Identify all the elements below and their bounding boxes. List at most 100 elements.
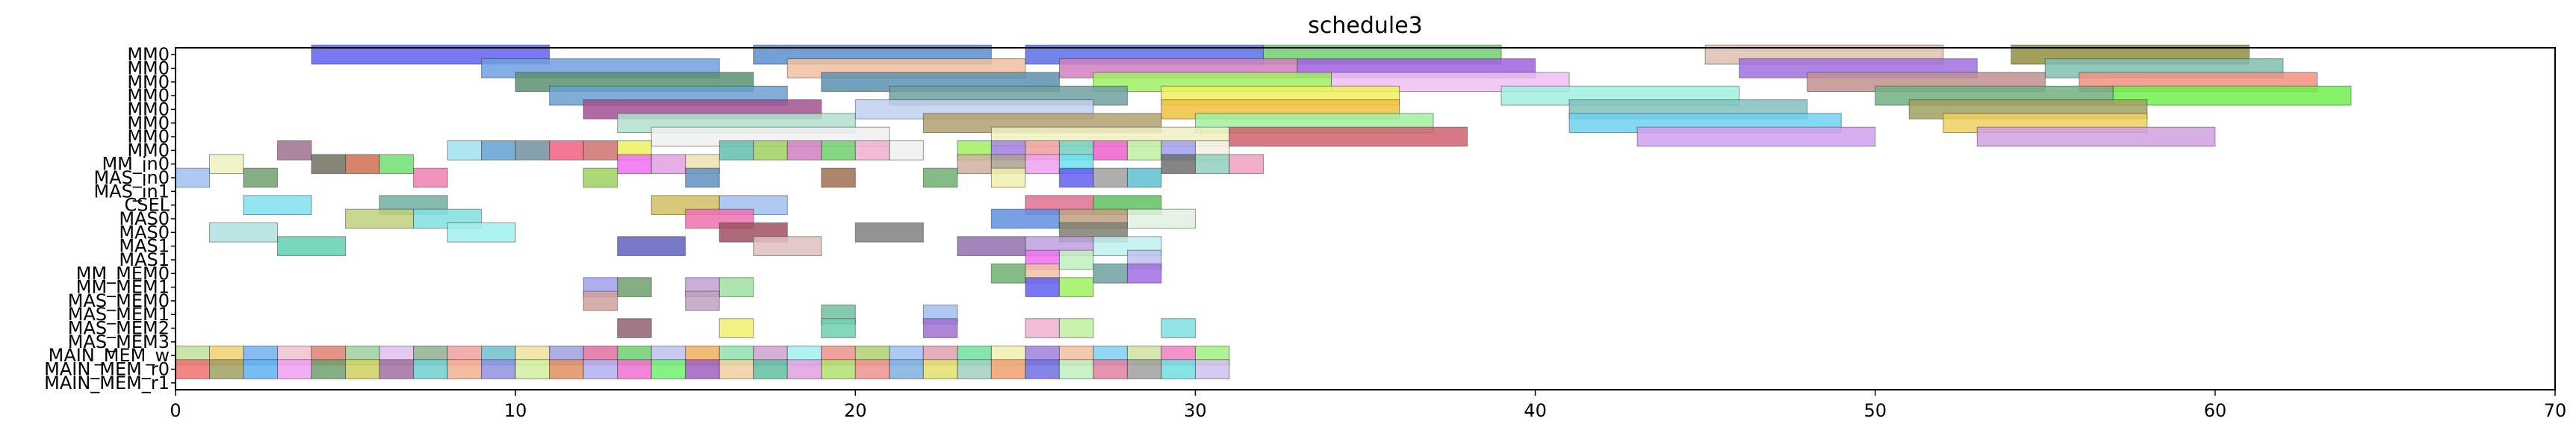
row-label: MM0 [127,44,170,65]
task-bar [515,140,550,161]
task-bar [1161,318,1196,338]
row-label: CSEL [124,195,170,216]
task-bar [345,154,380,175]
task-bar [617,359,652,379]
x-tick-label: 0 [170,400,181,421]
x-tick-label: 40 [1524,400,1547,421]
task-bar [719,140,754,161]
task-bar [854,140,890,161]
task-bar [277,359,312,379]
task-bar [583,290,618,311]
task-bars [175,44,2352,379]
task-bar [719,277,754,297]
task-bar [413,167,448,188]
task-bar [1229,126,1468,147]
task-bar [413,359,448,379]
task-bar [209,359,244,379]
task-bar [1194,359,1230,379]
task-bar [821,359,856,379]
task-bar [786,359,822,379]
task-bar [854,222,924,243]
task-bar [311,359,347,379]
x-tick-label: 30 [1184,400,1207,421]
task-bar [1194,154,1230,175]
task-bar [1161,154,1196,175]
task-bar [617,236,686,256]
task-bar [175,359,211,379]
task-bar [719,318,754,338]
row-label: MM0 [127,126,170,147]
task-bar [345,359,380,379]
row-label: MAS_MEM0 [68,290,170,311]
task-bar [889,140,924,161]
task-bar [753,140,788,161]
task-bar [719,359,754,379]
row-label: MAS_in0 [93,167,170,188]
task-bar [447,359,482,379]
task-bar [821,140,856,161]
x-axis: 0 10 20 30 40 50 60 70 [170,390,2566,421]
task-bar [957,154,992,175]
task-bar [990,263,1026,284]
row-label: MM0 [127,72,170,93]
task-bar [515,359,550,379]
task-bar [1058,249,1094,270]
task-bar [651,154,686,175]
task-bar [1161,359,1196,379]
task-bar [1093,359,1128,379]
task-bar [209,222,279,243]
row-label: MAS1 [119,249,170,270]
row-label: MAS_in1 [93,181,170,202]
task-bar [957,359,992,379]
row-label: MM0 [127,85,170,106]
x-tick-label: 60 [2204,400,2227,421]
task-bar [2112,85,2352,106]
task-bar [990,359,1026,379]
task-bar [990,208,1060,229]
task-bar [685,290,720,311]
task-bar [990,167,1026,188]
task-bar [583,359,618,379]
task-bar [922,167,958,188]
task-bar [1025,359,1060,379]
x-tick-label: 10 [504,400,527,421]
task-bar [1025,154,1060,175]
task-bar [685,167,720,188]
task-bar [1058,277,1094,297]
row-label: MM_MEM1 [76,277,170,298]
row-label: MAIN_MEM_w [49,345,170,366]
task-bar [922,318,958,338]
x-tick-label: 70 [2544,400,2567,421]
task-bar [685,359,720,379]
task-bar [1058,318,1094,338]
task-bar [209,154,244,175]
chart-title: schedule3 [1308,13,1423,39]
row-label: MM0 [127,99,170,119]
task-bar [1025,277,1060,297]
task-bar [617,154,652,175]
task-bar [1126,208,1196,229]
task-bar [821,318,856,338]
task-bar [549,359,584,379]
task-bar [1126,167,1162,188]
task-bar [1636,126,1876,147]
task-bar [277,140,312,161]
row-label: MM_MEM0 [76,263,170,284]
task-bar [651,359,686,379]
task-bar [243,167,279,188]
task-bar [617,318,652,338]
task-bar [447,140,482,161]
task-bar [1058,167,1094,188]
task-bar [1093,140,1128,161]
task-bar [311,154,347,175]
task-bar [379,359,415,379]
task-bar [1058,359,1094,379]
row-label: MAS1 [119,236,170,257]
row-labels: MM0MM0MM0MM0MM0MM0MM0MM0MM_in0MAS_in0MAS… [44,44,176,393]
task-bar [345,208,415,229]
task-bar [617,277,652,297]
task-bar [1126,263,1162,284]
x-tick-label: 50 [1863,400,1887,421]
task-bar [1976,126,2216,147]
